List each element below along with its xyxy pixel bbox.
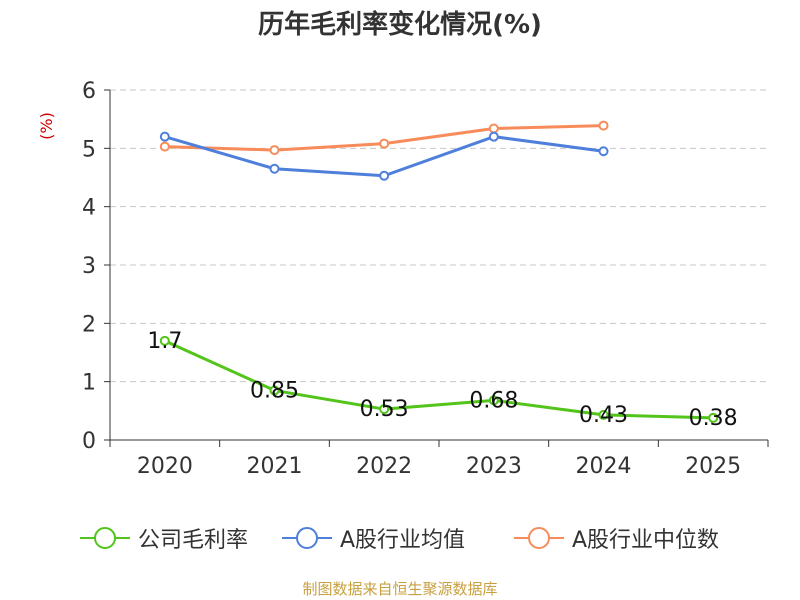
legend-label: 公司毛利率 <box>138 528 249 553</box>
series-layer <box>159 120 719 423</box>
legend-item[interactable]: 公司毛利率 <box>80 518 248 558</box>
data-point <box>159 131 170 142</box>
data-label: 0.85 <box>250 378 299 403</box>
series-line <box>164 339 714 420</box>
legend-item[interactable]: A股行业均值 <box>282 518 465 558</box>
y-tick-label: 4 <box>82 196 96 221</box>
y-tick-label: 2 <box>82 312 96 337</box>
y-tick-label: 1 <box>82 371 96 396</box>
data-point <box>488 131 499 142</box>
data-label: 1.7 <box>147 329 182 354</box>
data-label: 0.38 <box>689 406 738 431</box>
data-point <box>708 412 719 423</box>
data-point <box>159 335 170 346</box>
y-tick-label: 3 <box>82 254 96 279</box>
x-tick-label: 2023 <box>466 454 522 479</box>
data-point <box>269 385 280 396</box>
y-tick-label: 6 <box>82 79 96 104</box>
data-point <box>379 404 390 415</box>
data-label: 0.53 <box>360 397 409 422</box>
x-tick-label: 2025 <box>685 454 741 479</box>
y-tick-label: 5 <box>82 137 96 162</box>
legend-label: A股行业中位数 <box>572 528 720 553</box>
data-point <box>159 141 170 152</box>
label-layer: 1.7 0.85 0.53 0.68 0.43 0.38 <box>147 329 737 431</box>
x-tick-label: 2021 <box>247 454 303 479</box>
data-point <box>269 145 280 156</box>
data-label: 0.43 <box>579 403 628 428</box>
axis-layer: 0 1 2 3 4 5 6 2020 2021 2022 2023 2024 2025 (%) <box>37 79 769 479</box>
y-axis-label: (%) <box>37 112 56 140</box>
chart-title: 历年毛利率变化情况(%) <box>258 10 542 40</box>
x-tick-label: 2022 <box>356 454 412 479</box>
source-note: 制图数据来自恒生聚源数据库 <box>302 580 498 598</box>
data-point <box>598 146 609 157</box>
data-point <box>598 120 609 131</box>
legend-label: A股行业均值 <box>340 528 466 553</box>
y-tick-label: 0 <box>82 429 96 454</box>
data-point <box>488 123 499 134</box>
data-point <box>269 163 280 174</box>
x-tick-label: 2024 <box>576 454 632 479</box>
data-label: 0.68 <box>469 388 518 413</box>
data-point <box>379 138 390 149</box>
legend-swatch-icon <box>282 527 332 549</box>
legend-item[interactable]: A股行业中位数 <box>514 518 719 558</box>
legend: 公司毛利率 A股行业均值 A股行业中位数 <box>0 518 800 558</box>
data-point <box>598 409 609 420</box>
grid-layer <box>110 89 768 383</box>
legend-swatch-icon <box>514 527 564 549</box>
x-tick-label: 2020 <box>137 454 193 479</box>
legend-swatch-icon <box>80 527 130 549</box>
data-point <box>488 395 499 406</box>
data-point <box>379 170 390 181</box>
